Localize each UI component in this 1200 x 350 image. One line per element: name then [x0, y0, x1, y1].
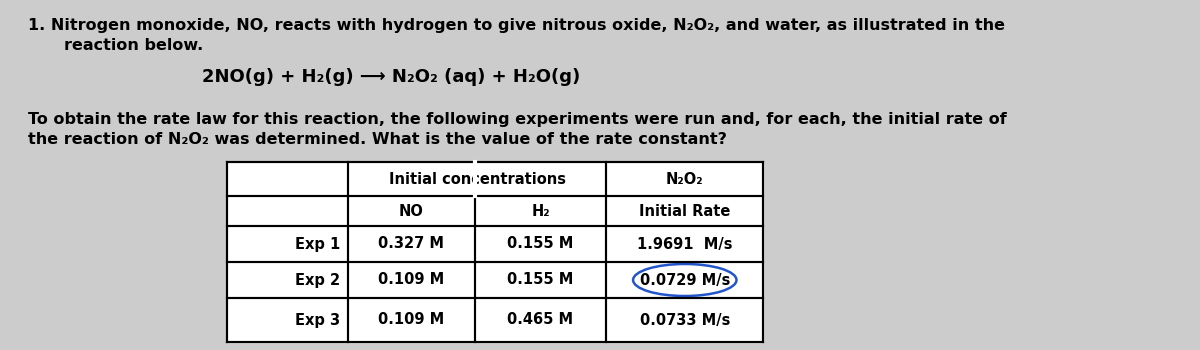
Bar [228, 162, 763, 342]
Text: 0.327 M: 0.327 M [378, 237, 444, 252]
Text: Initial Rate: Initial Rate [640, 203, 731, 218]
Text: 1.9691  M/s: 1.9691 M/s [637, 237, 732, 252]
Text: 0.155 M: 0.155 M [508, 273, 574, 287]
Text: 0.109 M: 0.109 M [378, 313, 444, 328]
Text: H₂: H₂ [532, 203, 550, 218]
Text: NO: NO [398, 203, 424, 218]
Text: Exp 3: Exp 3 [295, 313, 341, 328]
Text: 0.109 M: 0.109 M [378, 273, 444, 287]
Text: the reaction of N₂O₂ was determined. What is the value of the rate constant?: the reaction of N₂O₂ was determined. Wha… [29, 132, 727, 147]
Text: 1. Nitrogen monoxide, NO, reacts with hydrogen to give nitrous oxide, N₂O₂, and : 1. Nitrogen monoxide, NO, reacts with hy… [29, 18, 1006, 33]
Text: Exp 2: Exp 2 [295, 273, 341, 287]
Text: 0.155 M: 0.155 M [508, 237, 574, 252]
Text: 0.0729 M/s: 0.0729 M/s [640, 273, 730, 287]
Text: N₂O₂: N₂O₂ [666, 172, 703, 187]
Text: Initial concentrations: Initial concentrations [389, 172, 565, 187]
Text: To obtain the rate law for this reaction, the following experiments were run and: To obtain the rate law for this reaction… [29, 112, 1007, 127]
Text: Exp 1: Exp 1 [295, 237, 341, 252]
Text: 0.0733 M/s: 0.0733 M/s [640, 313, 730, 328]
Text: 0.465 M: 0.465 M [508, 313, 574, 328]
Text: reaction below.: reaction below. [64, 38, 203, 53]
Text: 2NO(g) + H₂(g) ⟶ N₂O₂ (aq) + H₂O(g): 2NO(g) + H₂(g) ⟶ N₂O₂ (aq) + H₂O(g) [202, 68, 581, 86]
